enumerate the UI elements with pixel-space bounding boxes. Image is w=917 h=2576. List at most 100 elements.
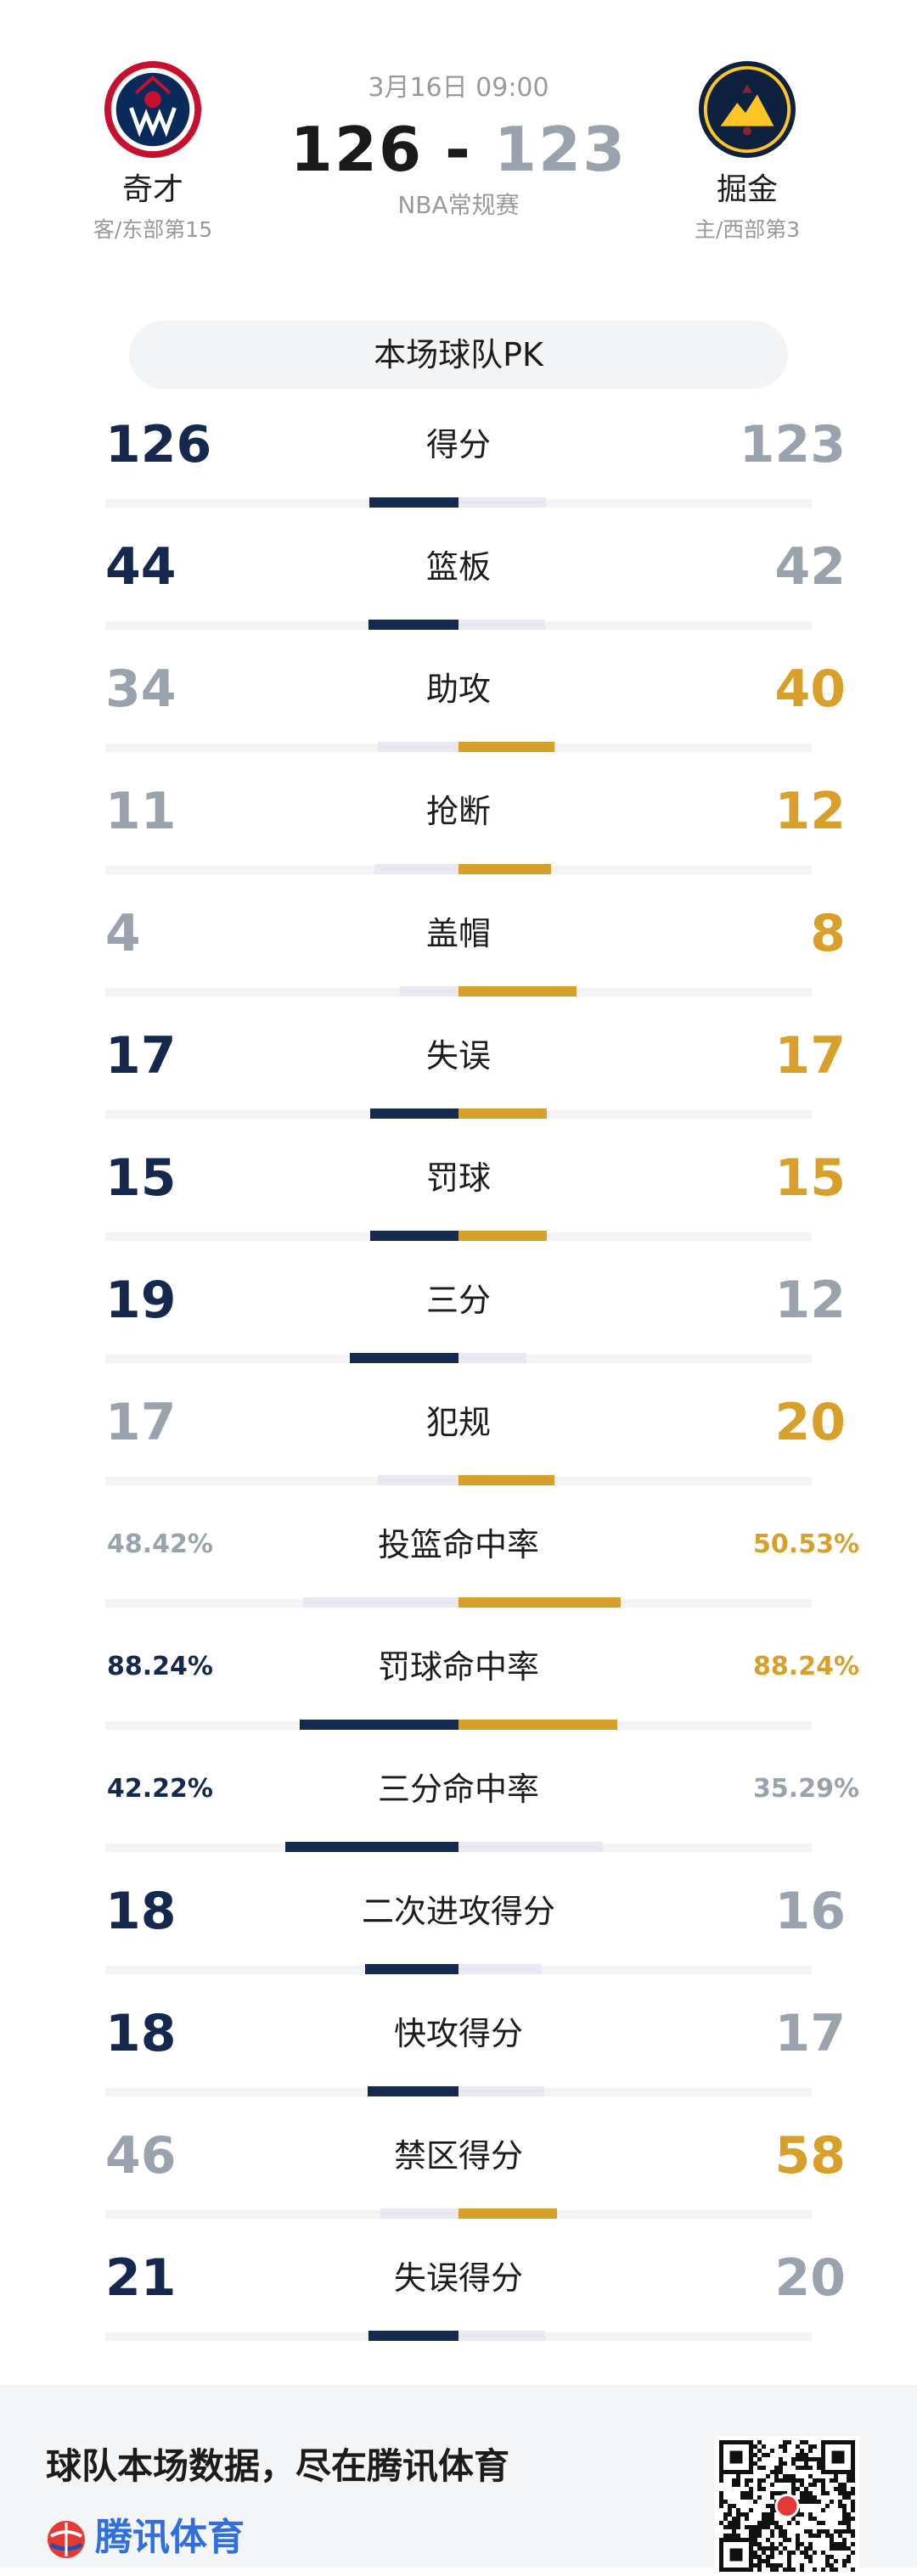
stat-left-value: 18 (105, 1882, 177, 1941)
stat-right-bar (458, 1964, 542, 1974)
stat-left-value: 48.42% (107, 1529, 213, 1559)
stat-right-bar (458, 1353, 526, 1363)
brand-name: 腾讯体育 (95, 2516, 245, 2559)
stat-row: 126 得分 123 (0, 402, 917, 525)
stat-label: 罚球命中率 (377, 1648, 539, 1686)
stat-right-value: 12 (774, 782, 847, 841)
stat-right-bar (458, 1108, 547, 1119)
nuggets-logo-icon (698, 60, 796, 159)
stat-row: 34 助攻 40 (0, 647, 917, 769)
stat-row: 11 抢断 12 (0, 769, 917, 891)
stat-left-value: 21 (105, 2248, 177, 2308)
stat-right-value: 50.53% (753, 1529, 859, 1559)
stat-right-value: 8 (810, 904, 846, 963)
stat-right-bar (458, 1597, 621, 1608)
stat-label: 犯规 (425, 1404, 491, 1441)
stat-right-bar (458, 742, 554, 752)
stat-left-bar (400, 986, 458, 996)
stat-row: 4 盖帽 8 (0, 891, 917, 1013)
tencent-sports-icon (48, 2521, 85, 2558)
stat-left-bar (350, 1353, 458, 1363)
stat-row: 21 失误得分 20 (0, 2236, 917, 2358)
stat-row: 17 犯规 20 (0, 1380, 917, 1502)
stat-label: 二次进攻得分 (361, 1893, 555, 1930)
stat-left-bar (368, 620, 458, 630)
stat-left-value: 44 (105, 537, 177, 597)
stat-right-bar (458, 1475, 554, 1485)
stat-right-value: 12 (774, 1271, 847, 1330)
stat-right-value: 15 (774, 1148, 847, 1208)
stat-right-value: 35.29% (753, 1774, 859, 1804)
stat-left-bar (285, 1842, 458, 1852)
stat-row: 44 篮板 42 (0, 525, 917, 647)
stat-left-bar (368, 2086, 458, 2096)
stat-left-value: 46 (105, 2126, 177, 2186)
stat-right-value: 17 (774, 2004, 847, 2063)
stat-left-value: 42.22% (107, 1774, 213, 1804)
team-stats-list: 126 得分 123 44 篮板 42 34 助攻 40 11 抢断 12 4 盖帽 8 17 失误 17 15 罚球… (0, 402, 917, 2358)
footer-text: 球队本场数据，尽在腾讯体育 (46, 2445, 510, 2487)
stat-row: 88.24% 罚球命中率 88.24% (0, 1625, 917, 1747)
wizards-logo-icon (104, 60, 202, 159)
stat-left-value: 18 (105, 2004, 177, 2063)
match-score: 126-123 (255, 109, 662, 190)
brand-logo[interactable]: 腾讯体育 (46, 2512, 245, 2563)
stat-label: 投篮命中率 (377, 1526, 539, 1563)
stat-label: 盖帽 (425, 915, 491, 952)
stat-label: 助攻 (425, 671, 491, 708)
away-team-rank: 客/东部第15 (93, 217, 213, 242)
stat-row: 15 罚球 15 (0, 1136, 917, 1258)
stat-left-bar (365, 1964, 458, 1974)
stat-label: 篮板 (425, 548, 491, 586)
stat-label: 抢断 (425, 793, 491, 830)
stat-right-bar (458, 1842, 603, 1852)
stat-right-value: 16 (774, 1882, 847, 1941)
stat-label: 得分 (425, 426, 491, 463)
stat-left-bar (300, 1720, 458, 1730)
stat-left-bar (368, 2331, 458, 2341)
stat-right-bar (458, 2208, 557, 2219)
stat-row: 42.22% 三分命中率 35.29% (0, 1747, 917, 1869)
stat-right-bar (458, 1720, 617, 1730)
stat-label: 三分命中率 (377, 1771, 539, 1808)
away-score: 126 (290, 114, 424, 185)
stat-row: 48.42% 投篮命中率 50.53% (0, 1502, 917, 1625)
stat-right-value: 42 (774, 537, 847, 597)
stat-right-value: 20 (774, 1393, 847, 1452)
league-name: NBA常规赛 (397, 191, 520, 219)
stat-left-value: 17 (105, 1393, 177, 1452)
stat-row: 18 二次进攻得分 16 (0, 1869, 917, 1991)
stat-right-value: 88.24% (753, 1652, 859, 1681)
stat-left-value: 88.24% (107, 1652, 213, 1681)
stat-left-bar (303, 1597, 458, 1608)
stat-label: 三分 (425, 1282, 491, 1319)
stat-right-bar (458, 986, 577, 996)
stat-left-bar (378, 1475, 458, 1485)
match-datetime: 3月16日 09:00 (368, 73, 549, 103)
stat-right-bar (458, 1231, 547, 1241)
stat-right-bar (458, 497, 546, 508)
stat-left-value: 4 (105, 904, 141, 963)
home-team[interactable]: 掘金 主/西部第3 (645, 59, 849, 243)
stat-left-value: 19 (105, 1271, 177, 1330)
stat-left-bar (370, 1108, 458, 1119)
stat-label: 失误得分 (393, 2259, 523, 2297)
stat-right-value: 123 (739, 415, 846, 474)
qr-code-icon[interactable] (715, 2436, 859, 2576)
stat-label: 罚球 (425, 1159, 491, 1197)
stat-left-value: 17 (105, 1026, 177, 1086)
home-score: 123 (493, 114, 627, 185)
stat-right-bar (458, 2086, 544, 2096)
stat-left-bar (378, 742, 458, 752)
stat-right-bar (458, 864, 551, 874)
stat-label: 快攻得分 (393, 2015, 523, 2052)
stat-left-bar (370, 1231, 458, 1241)
stat-row: 46 禁区得分 58 (0, 2113, 917, 2236)
home-team-rank: 主/西部第3 (694, 217, 801, 242)
footer-banner[interactable]: 球队本场数据，尽在腾讯体育 腾讯体育 (0, 2385, 917, 2576)
stat-left-bar (369, 497, 458, 508)
away-team[interactable]: 奇才 客/东部第15 (51, 59, 255, 243)
stat-right-value: 58 (774, 2126, 847, 2186)
stat-right-bar (458, 620, 545, 630)
match-info: 3月16日 09:00 126-123 NBA常规赛 (255, 71, 662, 221)
